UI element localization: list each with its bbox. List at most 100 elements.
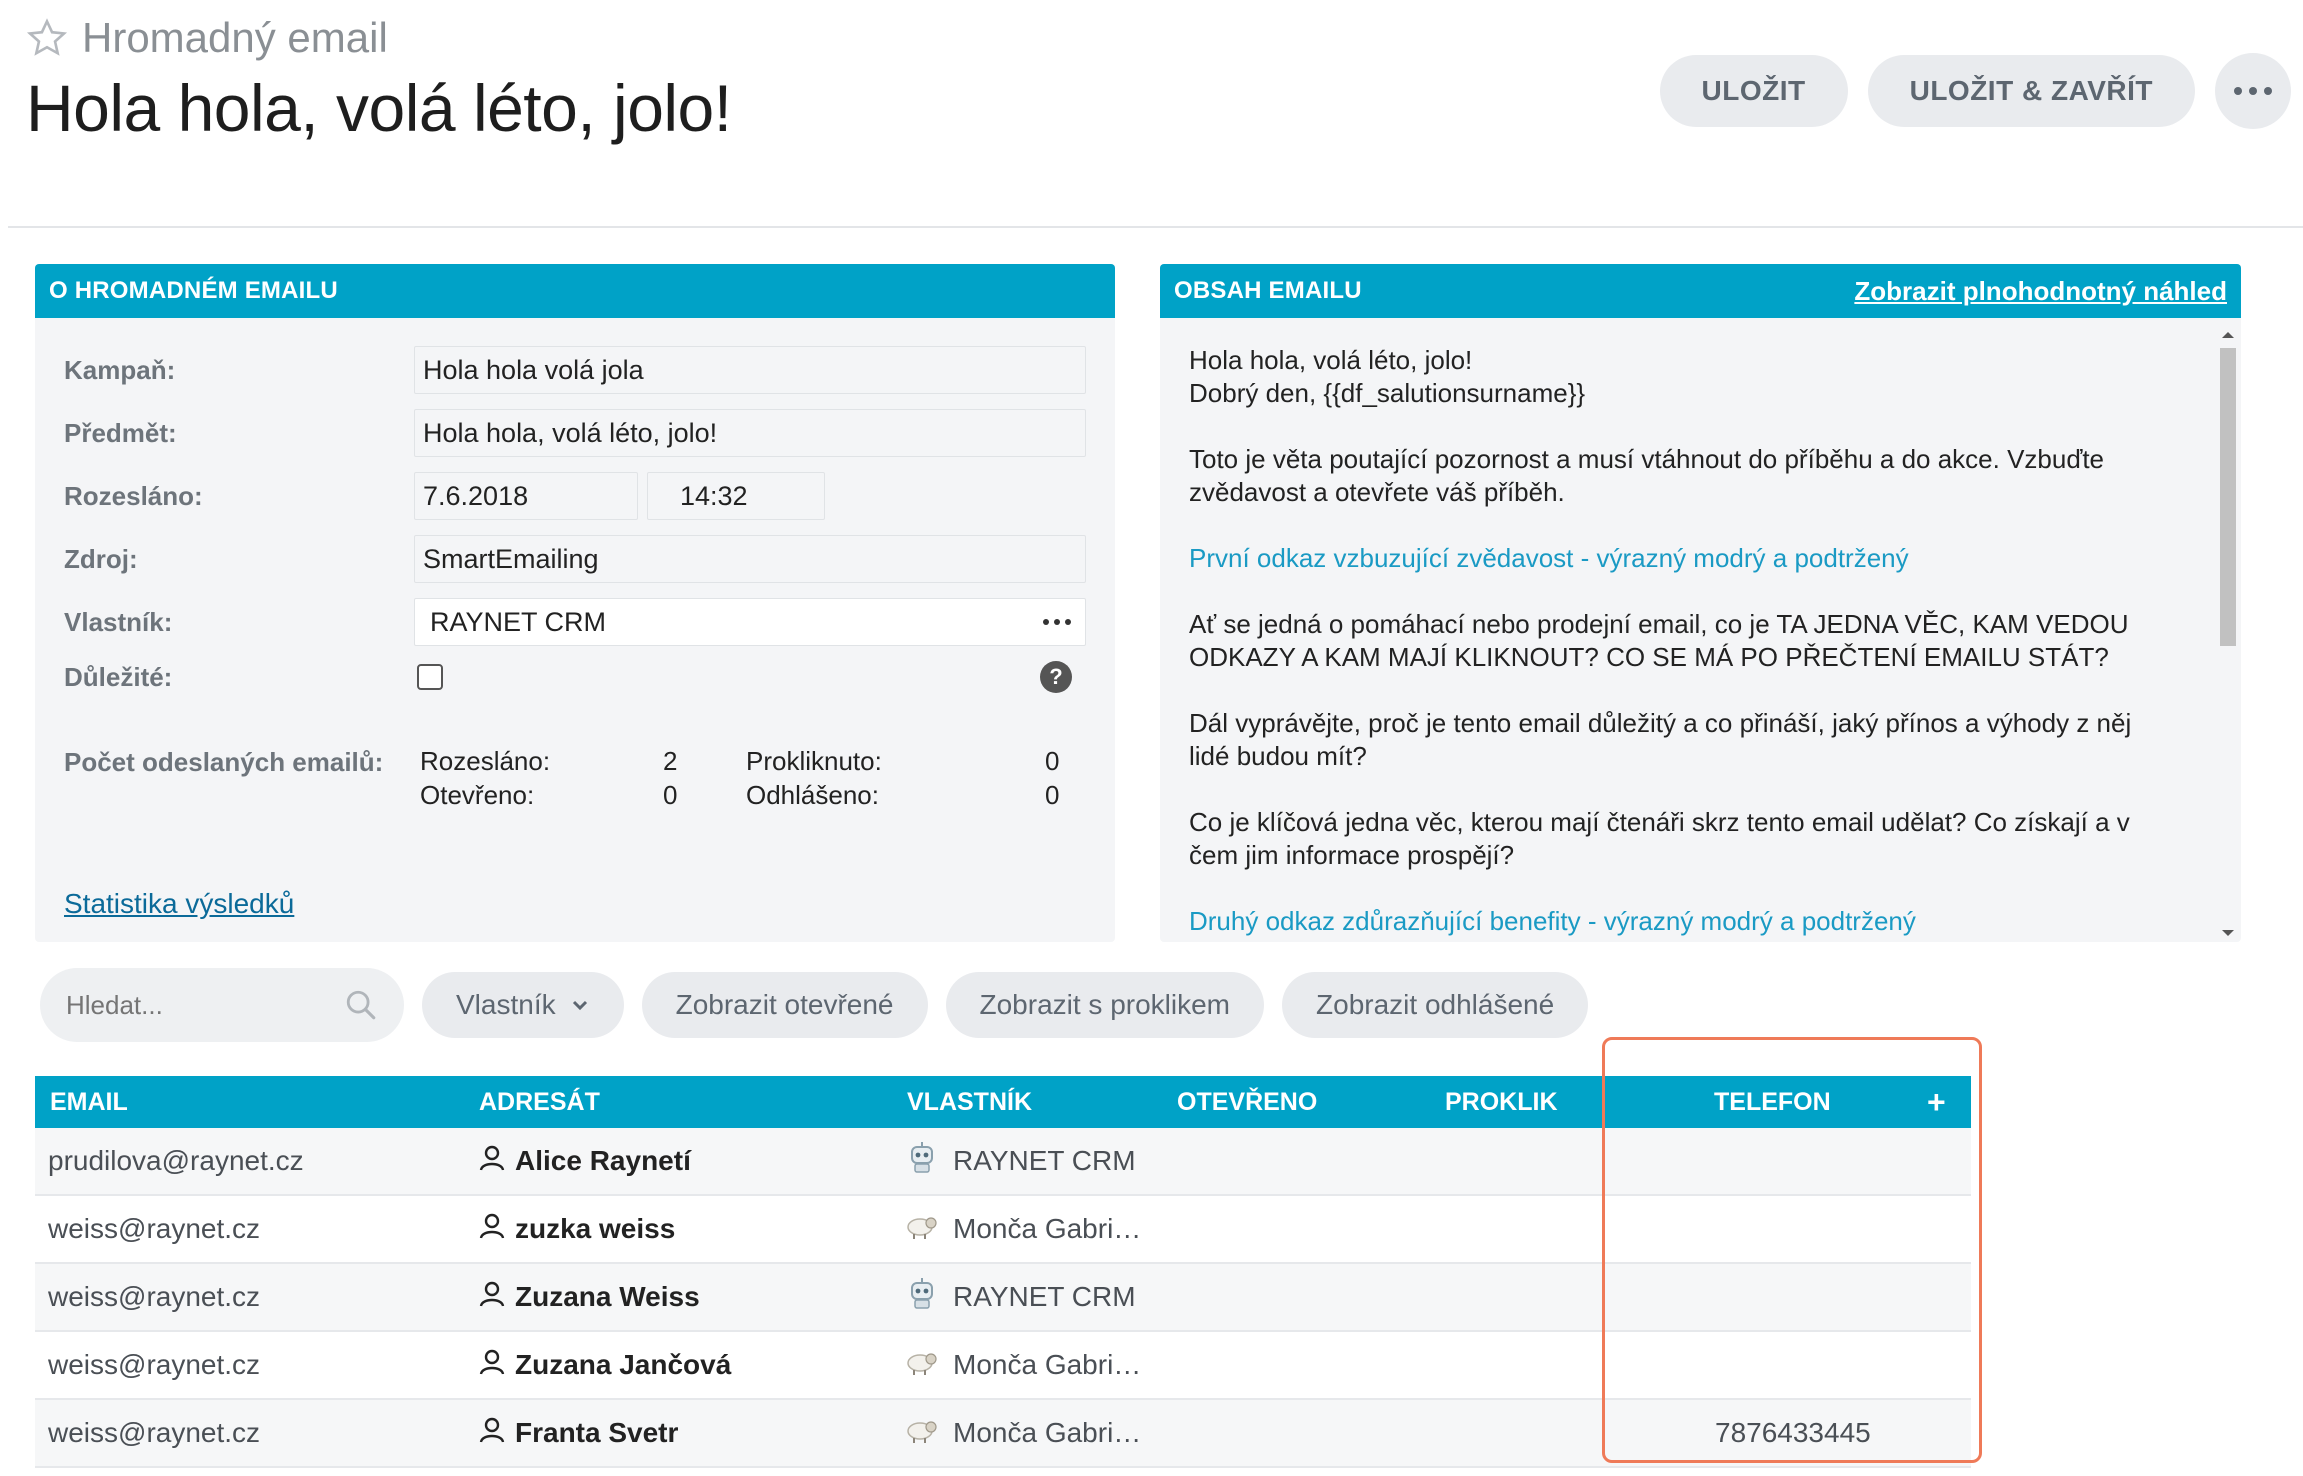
table-row[interactable]: weiss@raynet.cz Zuzana Weiss RAYNET CRM (35, 1264, 1971, 1332)
recipient-cell[interactable]: zuzka weiss (479, 1196, 675, 1262)
person-icon (479, 1416, 505, 1451)
email-cell[interactable]: weiss@raynet.cz (48, 1349, 261, 1380)
recipient-name[interactable]: zuzka weiss (515, 1213, 676, 1244)
col-recipient[interactable]: ADRESÁT (479, 1087, 600, 1116)
table-row[interactable]: weiss@raynet.cz zuzka weiss Monča Gabri… (35, 1196, 1971, 1264)
full-preview-link[interactable]: Zobrazit plnohodnotný náhled (1854, 275, 2227, 306)
email-link-paragraph[interactable]: První odkaz vzbuzující zvědavost - výraz… (1189, 542, 2189, 575)
subject-row: Předmět: Hola hola, volá léto, jolo! (64, 409, 1086, 457)
col-owner[interactable]: VLASTNÍK (907, 1087, 1032, 1116)
col-click[interactable]: PROKLIK (1445, 1087, 1558, 1116)
content-scrollbar[interactable] (2217, 326, 2237, 938)
owner-name: RAYNET CRM (953, 1145, 1136, 1176)
about-panel-title: O HROMADNÉM EMAILU (49, 277, 338, 304)
recipient-name[interactable]: Franta Svetr (515, 1417, 679, 1448)
important-label: Důležité: (64, 661, 173, 692)
table-row[interactable]: prudilova@raynet.cz Alice Raynetí RAYNET C… (35, 1128, 1971, 1196)
search-icon[interactable] (344, 988, 378, 1022)
filter-bar: Vlastník Zobrazit otevřené Zobrazit s pr… (40, 968, 1589, 1042)
sheep-avatar-icon (905, 1347, 939, 1384)
person-icon (479, 1144, 505, 1179)
email-link-paragraph[interactable]: Druhý odkaz zdůrazňující benefity - výra… (1189, 905, 2189, 938)
owner-cell: Monča Gabri… (905, 1400, 1141, 1466)
search-box[interactable] (40, 968, 404, 1042)
email-line: Druhý odkaz zdůrazňující benefity - výra… (1189, 906, 1916, 936)
col-phone[interactable]: TELEFON (1714, 1087, 1831, 1116)
email-line: Dál vyprávějte, proč je tento email důle… (1189, 708, 2132, 738)
stat-opened-value: 0 (663, 780, 678, 810)
sent-count-label: Počet odeslaných emailů: (64, 747, 384, 777)
recipient-name[interactable]: Zuzana Jančová (515, 1349, 732, 1380)
recipients-table: EMAIL ADRESÁT VLASTNÍK OTEVŘENO PROKLIK … (35, 1076, 1971, 1468)
col-email[interactable]: EMAIL (50, 1087, 128, 1116)
help-icon[interactable]: ? (1040, 661, 1072, 693)
stat-unsub-label: Odhlášeno: (746, 780, 879, 810)
email-paragraph: Co je klíčová jedna věc, kterou mají čte… (1189, 806, 2189, 872)
email-paragraph: Toto je věta poutající pozornost a musí … (1189, 443, 2189, 509)
show-clicked-button[interactable]: Zobrazit s proklikem (945, 972, 1265, 1038)
table-row[interactable]: weiss@raynet.cz Zuzana Jančová Monča Gabri… (35, 1332, 1971, 1400)
important-checkbox[interactable] (417, 664, 443, 690)
email-paragraph: Dál vyprávějte, proč je tento email důle… (1189, 707, 2189, 773)
email-line: Dobrý den, {{df_salutionsurname}} (1189, 378, 1586, 408)
campaign-field[interactable]: Hola hola volá jola (414, 346, 1086, 394)
recipient-cell[interactable]: Zuzana Weiss (479, 1264, 700, 1330)
important-row: Důležité: ? (64, 661, 1086, 693)
subject-field[interactable]: Hola hola, volá léto, jolo! (414, 409, 1086, 457)
owner-name: Monča Gabri… (953, 1213, 1142, 1244)
sent-time-field[interactable]: 14:32 (647, 472, 825, 520)
sent-date-field[interactable]: 7.6.2018 (414, 472, 638, 520)
recipient-cell[interactable]: Franta Svetr (479, 1400, 678, 1466)
scroll-up-icon[interactable] (2222, 332, 2234, 338)
chevron-down-icon (572, 1000, 587, 1011)
owner-filter-dropdown[interactable]: Vlastník (422, 972, 624, 1038)
owner-name: Monča Gabri… (953, 1349, 1142, 1380)
owner-cell: Monča Gabri… (905, 1196, 1141, 1262)
star-icon[interactable] (26, 17, 68, 59)
email-line: čem jim informace prospějí? (1189, 840, 1515, 870)
recipient-name[interactable]: Alice Raynetí (515, 1145, 691, 1176)
email-cell[interactable]: weiss@raynet.cz (48, 1281, 261, 1312)
phone-column-highlight (1602, 1037, 1982, 1463)
owner-filter-label: Vlastník (456, 989, 556, 1020)
save-close-button[interactable]: ULOŽIT & ZAVŘÍT (1867, 55, 2195, 127)
add-column-button[interactable]: + (1927, 1083, 1946, 1120)
email-cell[interactable]: weiss@raynet.cz (48, 1417, 261, 1448)
more-actions-button[interactable] (2215, 53, 2291, 129)
email-cell[interactable]: weiss@raynet.cz (48, 1213, 261, 1244)
recipient-cell[interactable]: Alice Raynetí (479, 1128, 691, 1194)
phone-cell: 7876433445 (1715, 1417, 1871, 1448)
source-label: Zdroj: (64, 543, 138, 574)
page-title: Hola hola, volá léto, jolo! (26, 71, 732, 145)
about-panel-header: O HROMADNÉM EMAILU (35, 264, 1115, 318)
save-button[interactable]: ULOŽIT (1659, 55, 1848, 127)
email-cell[interactable]: prudilova@raynet.cz (48, 1145, 304, 1176)
email-line: Hola hola, volá léto, jolo! (1189, 345, 1473, 375)
recipient-cell[interactable]: Zuzana Jančová (479, 1332, 731, 1398)
owner-name: RAYNET CRM (953, 1281, 1136, 1312)
recipient-name[interactable]: Zuzana Weiss (515, 1281, 700, 1312)
table-row[interactable]: weiss@raynet.cz Franta Svetr Monča Gabri… 7… (35, 1400, 1971, 1468)
owner-field[interactable]: RAYNET CRM (414, 598, 1086, 646)
source-field[interactable]: SmartEmailing (414, 535, 1086, 583)
search-input[interactable] (66, 989, 326, 1021)
person-icon (479, 1280, 505, 1315)
campaign-label: Kampaň: (64, 354, 176, 385)
stat-sent-value: 2 (663, 746, 678, 776)
scroll-thumb[interactable] (2220, 348, 2236, 646)
col-opened[interactable]: OTEVŘENO (1177, 1087, 1318, 1116)
sheep-avatar-icon (905, 1415, 939, 1452)
scroll-down-icon[interactable] (2222, 930, 2234, 936)
email-line: První odkaz vzbuzující zvědavost - výraz… (1189, 543, 1909, 573)
show-unsubscribed-button[interactable]: Zobrazit odhlášené (1282, 972, 1589, 1038)
show-opened-button[interactable]: Zobrazit otevřené (641, 972, 928, 1038)
owner-row: Vlastník: RAYNET CRM (64, 598, 1086, 646)
table-header: EMAIL ADRESÁT VLASTNÍK OTEVŘENO PROKLIK … (35, 1076, 1971, 1128)
campaign-row: Kampaň: Hola hola volá jola (64, 346, 1086, 394)
sent-label: Rozesláno: (64, 480, 203, 511)
owner-more-icon[interactable] (1043, 619, 1077, 625)
person-icon (479, 1212, 505, 1247)
results-statistics-link[interactable]: Statistika výsledků (64, 888, 295, 919)
email-line: lidé budou mít? (1189, 741, 1367, 771)
header-divider (8, 226, 2303, 228)
